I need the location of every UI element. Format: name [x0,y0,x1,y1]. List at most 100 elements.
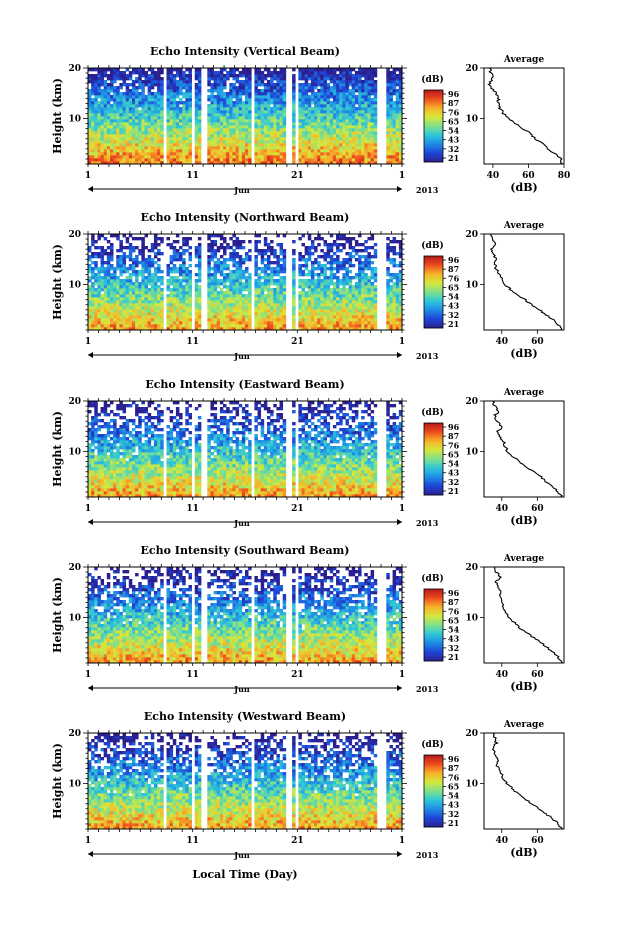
heatmap-cell [213,303,218,307]
heatmap-cell [113,321,117,325]
heatmap-cell [348,155,353,159]
heatmap-cell [135,140,139,144]
heatmap-cell [304,143,309,147]
heatmap-cell [197,107,202,111]
heatmap-cell [160,143,164,147]
heatmap-cell [358,143,362,147]
heatmap-cell [100,143,105,147]
heatmap-cell [141,155,145,159]
heatmap-cell [103,261,108,265]
heatmap-cell [332,107,337,111]
heatmap-cell [301,68,306,72]
heatmap-cell [323,321,327,325]
heatmap-cell [364,98,368,102]
heatmap-cell [97,327,101,331]
heatmap-cell [144,83,149,87]
heatmap-cell [395,140,400,144]
heatmap-cell [229,92,233,96]
heatmap-cell [122,158,127,162]
heatmap-cell [361,122,365,126]
heatmap-cell [301,243,306,247]
heatmap-cell [119,95,123,99]
heatmap-cell [301,273,306,277]
heatmap-cell [125,279,130,283]
heatmap-cell [326,291,331,295]
heatmap-cell [138,71,142,75]
heatmap-cell [292,300,296,304]
heatmap-cell [125,276,130,280]
heatmap-cell [345,261,349,265]
heatmap-cell [238,116,243,120]
heatmap-cell [188,294,192,298]
heatmap-cell [260,252,265,256]
heatmap-cell [223,279,227,283]
heatmap-cell [150,155,155,159]
heatmap-cell [182,267,186,271]
heatmap-cell [323,291,327,295]
heatmap-cell [229,291,233,295]
heatmap-cell [248,318,252,322]
heatmap-cell [109,68,114,72]
heatmap-cell [175,318,180,322]
heatmap-cell [351,128,356,132]
heatmap-cell [175,89,180,93]
heatmap-cell [153,80,158,84]
heatmap-cell [364,312,368,316]
heatmap-cell [179,155,183,159]
heatmap-cell [125,83,130,87]
heatmap-cell [97,285,101,289]
heatmap-cell [172,80,177,84]
heatmap-cell [131,143,136,147]
heatmap-cell [103,321,108,325]
heatmap-cell [348,149,353,153]
heatmap-cell [339,291,343,295]
heatmap-cell [210,279,214,283]
heatmap-cell [392,134,397,138]
heatmap-cell [282,116,287,120]
heatmap-cell [182,143,186,147]
heatmap-cell [147,315,152,319]
heatmap-cell [317,285,321,289]
heatmap-cell [257,273,262,277]
heatmap-cell [153,324,158,328]
heatmap-cell [122,306,127,310]
heatmap-cell [125,98,130,102]
heatmap-cell [248,101,252,105]
heatmap-cell [270,71,274,75]
heatmap-cell [329,128,334,132]
heatmap-cell [172,303,177,307]
heatmap-cell [213,234,218,238]
heatmap-cell [97,101,101,105]
heatmap-cell [336,152,340,156]
heatmap-cell [326,288,331,292]
heatmap-cell [304,98,309,102]
heatmap-cell [282,161,287,165]
heatmap-cell [194,161,199,165]
heatmap-cell [232,125,236,129]
heatmap-cell [238,86,243,90]
heatmap-cell [122,143,127,147]
heatmap-cell [273,155,277,159]
heatmap-cell [395,68,400,72]
heatmap-cell [223,116,227,120]
heatmap-cell [389,104,393,108]
heatmap-cell [364,110,368,114]
heatmap-cell [320,300,324,304]
heatmap-cell [160,161,164,165]
heatmap-cell [166,134,170,138]
heatmap-cell [147,86,152,90]
heatmap-cell [219,155,224,159]
heatmap-cell [320,237,324,241]
heatmap-cell [307,113,312,117]
heatmap-cell [194,291,199,295]
heatmap-cell [238,300,243,304]
heatmap-cell [97,161,101,165]
heatmap-cell [119,291,123,295]
heatmap-cell [342,267,346,271]
heatmap-cell [292,303,296,307]
heatmap-cell [266,288,271,292]
heatmap-cell [157,315,161,319]
heatmap-cell [122,110,127,114]
heatmap-cell [138,101,142,105]
heatmap-cell [125,309,130,313]
